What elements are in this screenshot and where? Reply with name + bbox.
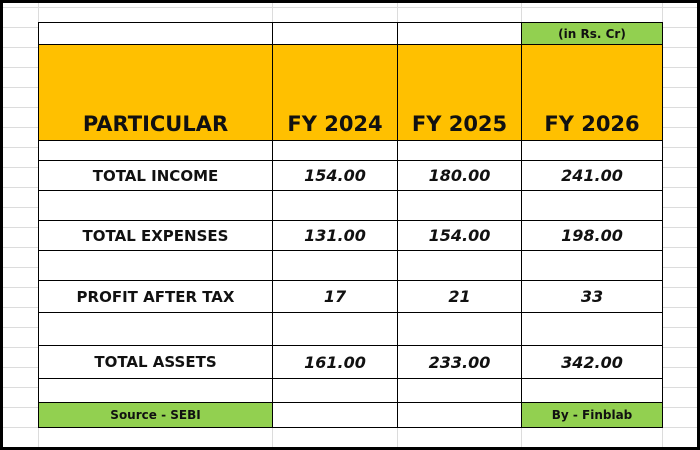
column-header: FY 2025	[397, 44, 522, 141]
cell	[521, 250, 663, 281]
cell	[38, 190, 273, 221]
cell	[397, 378, 522, 403]
value: 33	[521, 280, 663, 313]
value: 17	[272, 280, 398, 313]
column-header: FY 2024	[272, 44, 398, 141]
column-header: PARTICULAR	[38, 44, 273, 141]
cell	[521, 190, 663, 221]
value: 154.00	[272, 160, 398, 191]
cell	[397, 312, 522, 346]
row-label: PROFIT AFTER TAX	[38, 280, 273, 313]
cell	[272, 250, 398, 281]
source: Source - SEBI	[38, 402, 273, 428]
value: 241.00	[521, 160, 663, 191]
cell	[397, 140, 522, 161]
value: 180.00	[397, 160, 522, 191]
cell	[397, 190, 522, 221]
credit: By - Finblab	[521, 402, 663, 428]
cell	[272, 140, 398, 161]
value: 198.00	[521, 220, 663, 251]
value: 154.00	[397, 220, 522, 251]
cell	[397, 22, 522, 45]
value: 233.00	[397, 345, 522, 379]
cell	[38, 312, 273, 346]
row-label: TOTAL EXPENSES	[38, 220, 273, 251]
cell	[521, 140, 663, 161]
cell	[272, 402, 398, 428]
cell	[38, 378, 273, 403]
cell	[272, 378, 398, 403]
value: 131.00	[272, 220, 398, 251]
cell	[272, 190, 398, 221]
cell	[521, 312, 663, 346]
row-label: TOTAL INCOME	[38, 160, 273, 191]
cell	[38, 250, 273, 281]
cell	[272, 22, 398, 45]
row-label: TOTAL ASSETS	[38, 345, 273, 379]
unit-note: (in Rs. Cr)	[521, 22, 663, 45]
value: 21	[397, 280, 522, 313]
value: 342.00	[521, 345, 663, 379]
cell	[38, 22, 273, 45]
cell	[272, 312, 398, 346]
value: 161.00	[272, 345, 398, 379]
cell	[521, 378, 663, 403]
cell	[397, 250, 522, 281]
cell	[397, 402, 522, 428]
cell	[38, 140, 273, 161]
column-header: FY 2026	[521, 44, 663, 141]
